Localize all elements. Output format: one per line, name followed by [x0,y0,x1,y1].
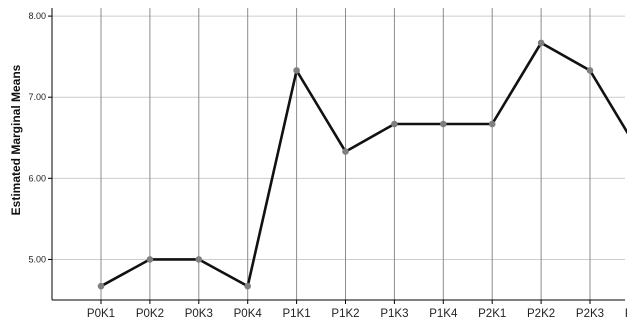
axes [51,8,625,301]
x-tick-label: P2K1 [478,308,506,320]
y-tick-label: 7.00 [28,92,46,102]
data-point [391,120,398,128]
data-point [537,39,545,47]
y-tick-label: 5.00 [28,254,46,264]
x-tick-label: P2K3 [576,308,604,320]
x-tick-label: P0K1 [87,308,115,320]
data-point [586,67,594,74]
x-tick-label: P2K4 [625,308,627,320]
x-tick-label: P0K3 [185,308,213,320]
data-point [97,282,105,290]
y-tick-label: 6.00 [28,173,46,183]
x-tick-label: P2K2 [527,308,555,320]
data-point [244,282,251,290]
data-points [97,39,594,290]
data-point [342,148,349,155]
data-point [488,120,496,128]
y-tick-label: 8.00 [28,11,46,21]
x-tick-label: P1K3 [380,308,408,320]
series-line [100,41,627,289]
data-point [440,120,447,128]
x-tick-label: P0K2 [136,308,164,320]
category-lines [100,8,591,304]
x-tick-label: P1K1 [283,308,311,320]
x-tick-label: P1K2 [331,308,359,320]
x-tick-label: P0K4 [234,308,263,320]
y-tick-labels: 5.00 6.00 7.00 8.00 [28,11,46,264]
x-tick-label: P1K4 [429,308,458,320]
x-tick-labels: P0K1 P0K2 P0K3 P0K4 P1K1 P1K2 P1K3 P1K4 P2K1 P2K2… [87,308,627,320]
data-point [195,256,203,263]
y-axis-title: Estimated Marginal Means [9,64,23,215]
data-point [293,67,300,74]
data-point [146,256,154,263]
series [100,41,627,289]
